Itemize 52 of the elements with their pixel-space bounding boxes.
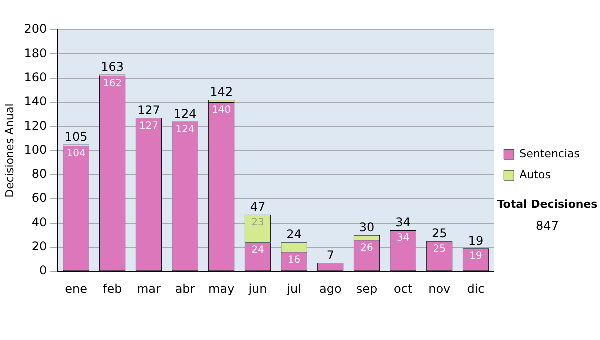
data-label: 104 <box>66 148 86 160</box>
x-tick-label: mar <box>136 282 161 296</box>
total-label: 163 <box>101 60 124 74</box>
y-axis-title: Decisiones Anual <box>3 104 16 198</box>
y-tick-label: 80 <box>32 167 48 182</box>
data-label: 124 <box>176 124 195 136</box>
data-label: 24 <box>252 245 264 256</box>
text: Total Decisiones <box>496 198 599 211</box>
total-label: 127 <box>137 103 160 118</box>
total-label: 25 <box>432 226 448 241</box>
text: 847 <box>535 219 560 233</box>
legend-label: Sentencias <box>520 147 580 160</box>
data-label: 34 <box>396 233 410 244</box>
data-label: 25 <box>433 244 446 255</box>
total-label: 142 <box>210 85 234 100</box>
y-tick-label: 20 <box>32 240 48 254</box>
data-label: 16 <box>288 254 301 266</box>
y-tick-label: 200 <box>24 22 48 36</box>
x-tick-label: ago <box>319 282 342 296</box>
data-label: 23 <box>252 217 264 228</box>
y-tick-label: 0 <box>39 264 48 278</box>
x-tick-label: jul <box>286 282 302 296</box>
total-label: 7 <box>326 248 334 262</box>
total-label: 34 <box>396 216 411 230</box>
x-tick-label: sep <box>356 282 378 296</box>
y-tick-label: 100 <box>24 142 48 157</box>
y-tick-label: 60 <box>32 191 48 206</box>
x-tick-label: dic <box>467 282 485 296</box>
x-tick-label: ene <box>65 282 88 296</box>
data-label: 162 <box>103 78 122 90</box>
x-tick-label: may <box>208 282 235 296</box>
y-tick-label: 180 <box>24 46 48 60</box>
data-label: 26 <box>360 242 374 254</box>
total-label: 105 <box>64 130 88 144</box>
data-label: 140 <box>212 105 232 116</box>
legend-label: Autos <box>520 168 552 182</box>
data-label: 19 <box>470 251 482 262</box>
y-tick-label: 160 <box>24 70 48 84</box>
x-tick-label: jun <box>248 282 268 296</box>
total-label: 124 <box>174 106 197 121</box>
data-label: 127 <box>139 120 158 132</box>
y-tick-label: 140 <box>24 94 48 109</box>
x-tick-label: oct <box>394 282 413 296</box>
total-label: 30 <box>359 220 375 234</box>
y-tick-label: 120 <box>24 118 48 133</box>
total-label: 19 <box>468 234 484 248</box>
y-tick-label: 40 <box>32 215 48 230</box>
total-label: 47 <box>250 200 266 214</box>
x-tick-label: abr <box>175 282 196 296</box>
total-label: 24 <box>286 228 302 242</box>
x-tick-label: nov <box>428 282 451 296</box>
x-tick-label: feb <box>102 282 122 296</box>
